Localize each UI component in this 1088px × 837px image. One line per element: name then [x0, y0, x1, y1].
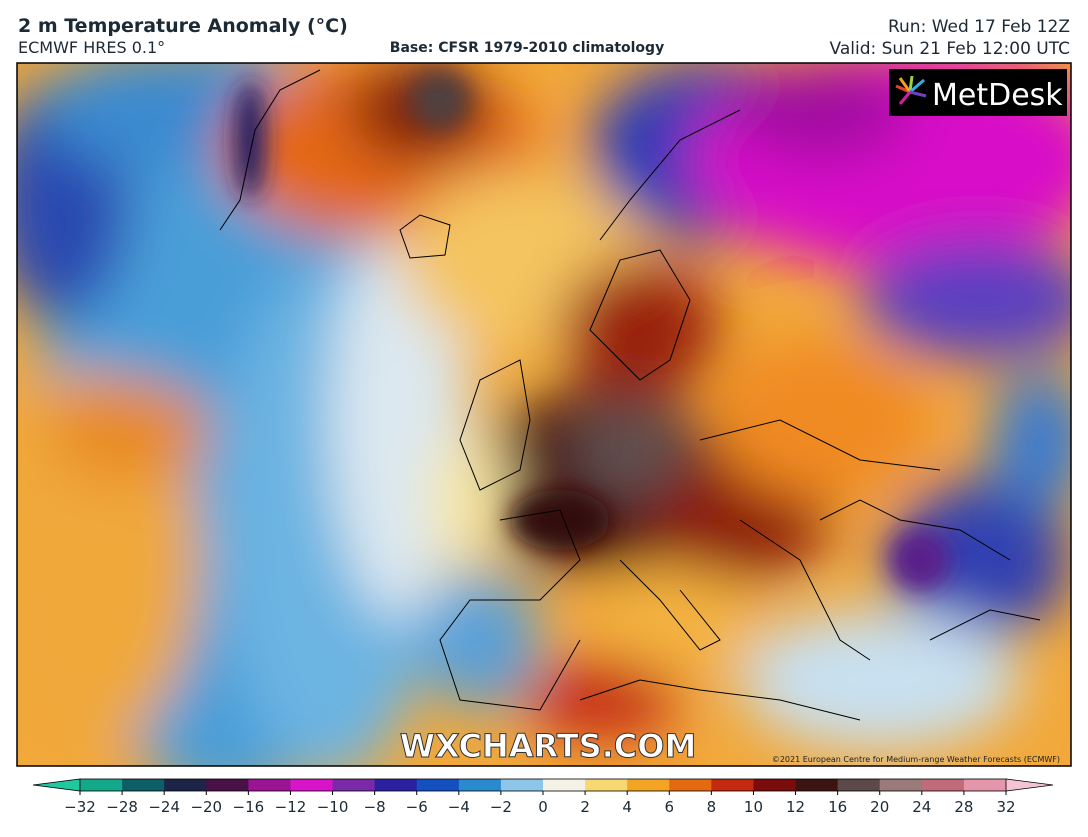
- colorbar-segment: [543, 779, 586, 791]
- colorbar-segment: [921, 779, 965, 791]
- colorbar-tick-label: 8: [707, 798, 717, 816]
- colorbar-segment: [332, 779, 376, 791]
- colorbar-tick-label: −2: [490, 798, 512, 816]
- logo: MetDesk: [932, 78, 1063, 113]
- colorbar-tick-label: −28: [106, 798, 138, 816]
- colorbar-tick-label: −16: [233, 798, 265, 816]
- colorbar-segment: [500, 779, 544, 791]
- colorbar-tick-label: 6: [664, 798, 674, 816]
- colorbar-tick-label: −12: [275, 798, 307, 816]
- colorbar-tick-label: 28: [954, 798, 973, 816]
- colorbar-segment: [963, 779, 1007, 791]
- copyright: ©2021 European Centre for Medium-range W…: [772, 755, 1060, 764]
- colorbar-segment: [248, 779, 291, 791]
- colorbar-segment: [795, 779, 839, 791]
- colorbar-tick-label: −32: [64, 798, 96, 816]
- coastlines: [219, 69, 1041, 721]
- colorbar-tick-label: 0: [538, 798, 548, 816]
- colorbar-segment: [458, 779, 502, 791]
- model: ECMWF HRES 0.1°: [18, 38, 165, 57]
- colorbar-segment: [627, 779, 670, 791]
- colorbar-segment: [753, 779, 797, 791]
- map: MetDesk WXCHARTS.COM ©2021 European Cent…: [17, 63, 1071, 766]
- colorbar-tick-label: 20: [870, 798, 889, 816]
- colorbar-over: [1005, 778, 1054, 792]
- colorbar-segment: [206, 779, 249, 791]
- colorbar-segment: [585, 779, 628, 791]
- colorbar-segment: [879, 779, 923, 791]
- colorbar-segment: [374, 779, 418, 791]
- colorbar-tick-label: 2: [580, 798, 590, 816]
- logo-icon: [895, 75, 927, 105]
- colorbar-tick-label: 12: [786, 798, 805, 816]
- valid: Valid: Sun 21 Feb 12:00 UTC: [830, 39, 1070, 59]
- colorbar-tick-label: 10: [744, 798, 763, 816]
- colorbar-tick-label: −24: [148, 798, 180, 816]
- colorbar-segment: [80, 779, 123, 791]
- run: Run: Wed 17 Feb 12Z: [888, 17, 1070, 37]
- colorbar-segment: [122, 779, 165, 791]
- colorbar-tick-label: −4: [448, 798, 470, 816]
- colorbar-tick-label: 16: [828, 798, 847, 816]
- colorbar: −32 −28 −24 −20 −16 −12 −10 −8 −6 −4 −2 0 2 4 6 8 10 12 16…: [32, 778, 1054, 816]
- watermark: WXCHARTS.COM: [400, 727, 697, 765]
- colorbar-tick-label: −20: [190, 798, 222, 816]
- colorbar-under: [32, 778, 81, 792]
- title: 2 m Temperature Anomaly (°C): [18, 15, 348, 37]
- colorbar-tick-label: −8: [364, 798, 386, 816]
- anomaly-field: [17, 63, 1071, 766]
- colorbar-segment: [416, 779, 460, 791]
- colorbar-tick-label: 32: [996, 798, 1015, 816]
- colorbar-segment: [837, 779, 881, 791]
- base: Base: CFSR 1979-2010 climatology: [390, 40, 664, 56]
- anomaly-detail: [235, 70, 950, 590]
- colorbar-tick-label: 4: [622, 798, 632, 816]
- colorbar-segment: [290, 779, 334, 791]
- map-frame: [16, 62, 1072, 767]
- colorbar-tick-label: −10: [317, 798, 349, 816]
- colorbar-tick-label: 24: [912, 798, 931, 816]
- colorbar-segment: [669, 779, 712, 791]
- logo-box: [889, 69, 1067, 116]
- colorbar-segment: [164, 779, 207, 791]
- colorbar-tick-label: −6: [406, 798, 428, 816]
- colorbar-segment: [711, 779, 754, 791]
